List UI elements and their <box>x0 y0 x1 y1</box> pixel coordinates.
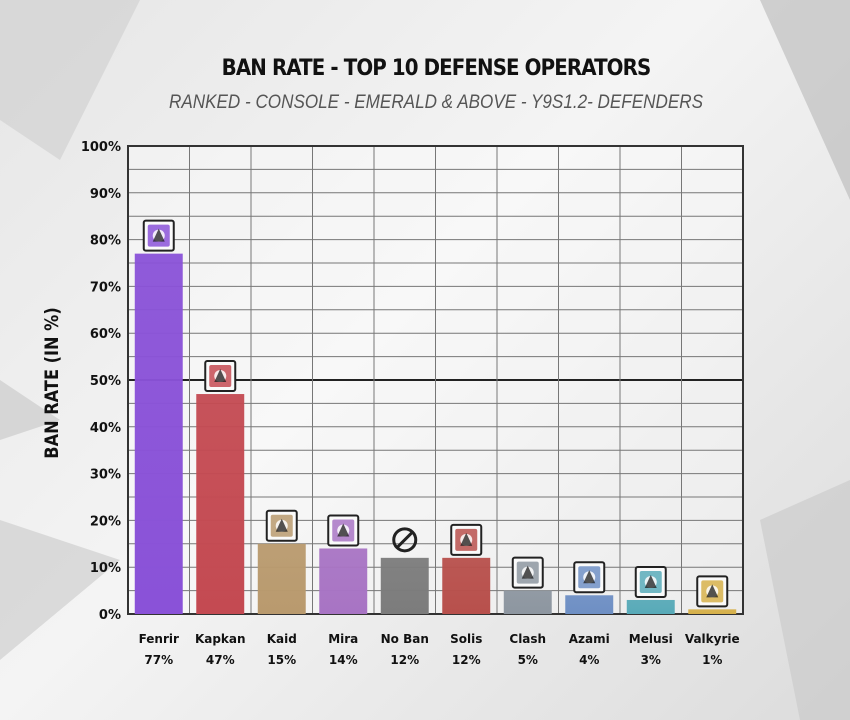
x-tick-label: Valkyrie <box>685 632 740 646</box>
data-label: 47% <box>206 653 235 667</box>
bar-solis <box>442 557 491 614</box>
x-tick-label: Mira <box>328 632 358 646</box>
y-tick-label: 80% <box>90 234 121 249</box>
bar-kaid <box>257 543 306 614</box>
bar-fenrir <box>134 253 183 614</box>
azami-icon <box>573 561 606 594</box>
x-axis-labels: Fenrir 77% Kapkan 47% Kaid 15% Mira 14% No Ban 12… <box>139 632 740 667</box>
x-tick-label: Fenrir <box>139 632 179 646</box>
data-label: 1% <box>702 653 722 667</box>
clash-icon <box>511 556 544 589</box>
y-tick-label: 0% <box>99 608 121 623</box>
operator-icons <box>142 219 729 608</box>
x-tick-label: Clash <box>509 632 546 646</box>
y-tick-label: 70% <box>90 280 121 295</box>
valkyrie-icon <box>696 575 729 608</box>
data-label: 12% <box>390 653 419 667</box>
no-ban-icon <box>392 527 418 553</box>
data-label: 5% <box>518 653 538 667</box>
bar-azami <box>565 595 614 614</box>
x-tick-label: No Ban <box>381 632 429 646</box>
data-label: 3% <box>641 653 661 667</box>
chart-bars <box>134 253 737 614</box>
data-label: 4% <box>579 653 599 667</box>
y-tick-label: 100% <box>81 140 121 155</box>
x-tick-label: Kaid <box>267 632 297 646</box>
bar-mira <box>319 548 368 614</box>
data-label: 12% <box>452 653 481 667</box>
y-tick-label: 30% <box>90 468 121 483</box>
data-label: 15% <box>267 653 296 667</box>
x-tick-label: Azami <box>569 632 610 646</box>
solis-icon <box>450 523 483 556</box>
y-tick-label: 40% <box>90 421 121 436</box>
kapkan-icon <box>204 360 237 393</box>
y-tick-label: 90% <box>90 187 121 202</box>
chart-subtitle: RANKED - CONSOLE - EMERALD & ABOVE - Y9S… <box>168 92 704 113</box>
y-tick-label: 20% <box>90 514 121 529</box>
melusi-icon <box>634 565 667 598</box>
x-tick-label: Melusi <box>629 632 673 646</box>
bar-no-ban <box>380 557 429 614</box>
fenrir-icon <box>142 219 175 252</box>
y-axis-ticks: 0% 10% 20% 30% 40% 50% 60% 70% 80% 90% 100% <box>81 140 121 623</box>
kaid-icon <box>265 509 298 542</box>
bar-valkyrie <box>688 609 737 614</box>
data-label: 77% <box>144 653 173 667</box>
y-tick-label: 50% <box>90 374 121 389</box>
y-tick-label: 60% <box>90 327 121 342</box>
y-tick-label: 10% <box>90 561 121 576</box>
plot-border <box>127 145 744 615</box>
bar-kapkan <box>196 394 245 614</box>
mira-icon <box>327 514 360 547</box>
chart-title: BAN RATE - TOP 10 DEFENSE OPERATORS <box>221 56 652 81</box>
bar-clash <box>503 590 552 614</box>
x-tick-label: Kapkan <box>195 632 246 646</box>
bar-melusi <box>626 599 675 614</box>
x-tick-label: Solis <box>450 632 482 646</box>
data-label: 14% <box>329 653 358 667</box>
